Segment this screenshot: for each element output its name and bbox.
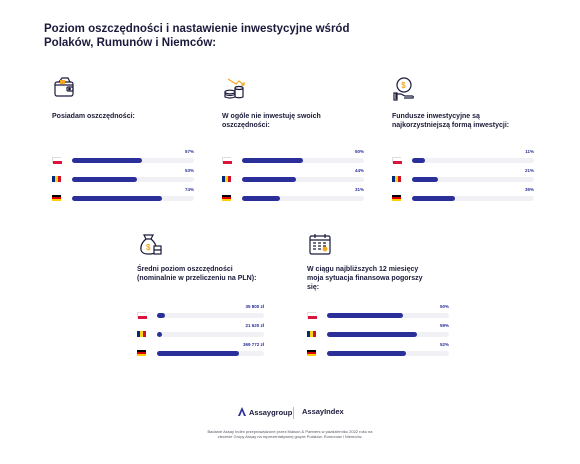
bar-row: 52% [307,342,449,356]
bar [157,313,165,318]
bar-row: 21% [392,168,534,182]
bar-row: 74% [52,187,194,201]
germany-flag [137,350,146,356]
bar-track [327,332,449,337]
bar-row: 44% [222,168,364,182]
bar-track [412,158,534,163]
bar-row: 50% [307,304,449,319]
money-bag-icon: $ [137,231,163,257]
bar-track [327,313,449,318]
bar [72,158,142,163]
bar-value-label: 57% [184,149,194,154]
bar-track [242,177,364,182]
logo-divider [293,407,294,419]
bar-track [157,313,264,318]
bar-value-label: 369 772 zł [242,342,264,347]
bar-value-label: 11% [525,149,534,154]
poland-flag [392,157,402,164]
page-title: Poziom oszczędności i nastawienie inwest… [44,23,350,49]
germany-flag [222,195,231,201]
bar-value-label: 50% [354,149,364,154]
romania-flag [307,331,316,337]
bar [327,332,417,337]
bar-row: 21 620 zł [137,323,264,337]
bar [72,196,163,201]
bar-row: 50% [222,149,364,164]
bar-value-label: 35% [524,187,534,192]
bar [242,158,303,163]
bar-row: 369 772 zł [137,342,264,356]
bar-row: 57% [52,149,194,164]
chart-title-outlook: W ciągu najbliższych 12 miesięcy moja sy… [307,266,423,291]
bar-row: 53% [52,168,194,182]
poland-flag [222,157,232,164]
bar-value-label: 53% [184,168,194,173]
bar-value-label: 52% [439,342,449,347]
germany-flag [392,195,401,201]
poland-flag [137,312,147,319]
bar-value-label: 44% [354,168,364,173]
bar [72,177,137,182]
coins-arrow-icon [222,75,248,101]
romania-flag [137,331,146,337]
bar-track [242,158,364,163]
romania-flag [52,176,61,182]
chart-title-funds: Fundusze inwestycyjne są najkorzystniejs… [392,113,510,129]
assay-index-logo: AssayIndex [302,407,344,416]
svg-text:$: $ [401,81,406,90]
bar-row: 59% [307,323,449,337]
wallet-icon [52,75,78,101]
bar-track [412,177,534,182]
calendar-icon [307,231,333,257]
bar-value-label: 74% [184,187,194,192]
footer-note: Badanie Assay Index przeprowadzone przez… [207,429,373,439]
bar-value-label: 31% [354,187,364,192]
poland-flag [52,157,62,164]
bar-track [157,351,264,356]
bar-value-label: 21% [524,168,534,173]
bar-track [72,177,194,182]
bar-track [327,351,449,356]
germany-flag [307,350,316,356]
romania-flag [222,176,231,182]
bar [412,196,455,201]
chart-title-avg-savings: Średni poziom oszczędności (nominalnie w… [137,266,257,282]
svg-text:$: $ [146,243,151,252]
bar [157,332,162,337]
bar-track [412,196,534,201]
bar-value-label: 21 620 zł [245,323,264,328]
bar-track [72,158,194,163]
bar [412,158,426,163]
romania-flag [392,176,401,182]
footer-logos: Assaygroup AssayIndex [0,407,580,421]
bar [242,196,280,201]
bar-track [72,196,194,201]
bar-value-label: 50% [439,304,449,309]
bar-value-label: 59% [439,323,449,328]
bar [157,351,240,356]
bar-row: 35 800 zł [137,304,264,319]
bar-row: 35% [392,187,534,201]
chart-title-savings: Posiadam oszczędności: [52,113,135,120]
bar [242,177,296,182]
bar-track [157,332,264,337]
bar-track [242,196,364,201]
investment-fund-icon: $ [392,75,418,101]
bar-value-label: 35 800 zł [245,304,264,309]
poland-flag [307,312,317,319]
bar [327,351,407,356]
bar [327,313,404,318]
assay-group-logo: Assaygroup [238,407,292,417]
chart-title-no-invest: W ogóle nie inwestuję swoich oszczędnośc… [222,113,321,129]
assay-flame-icon [238,407,246,416]
bar [412,177,438,182]
logo-group-text: Assaygroup [249,408,293,417]
bar-row: 11% [392,149,534,164]
bar-row: 31% [222,187,364,201]
germany-flag [52,195,61,201]
